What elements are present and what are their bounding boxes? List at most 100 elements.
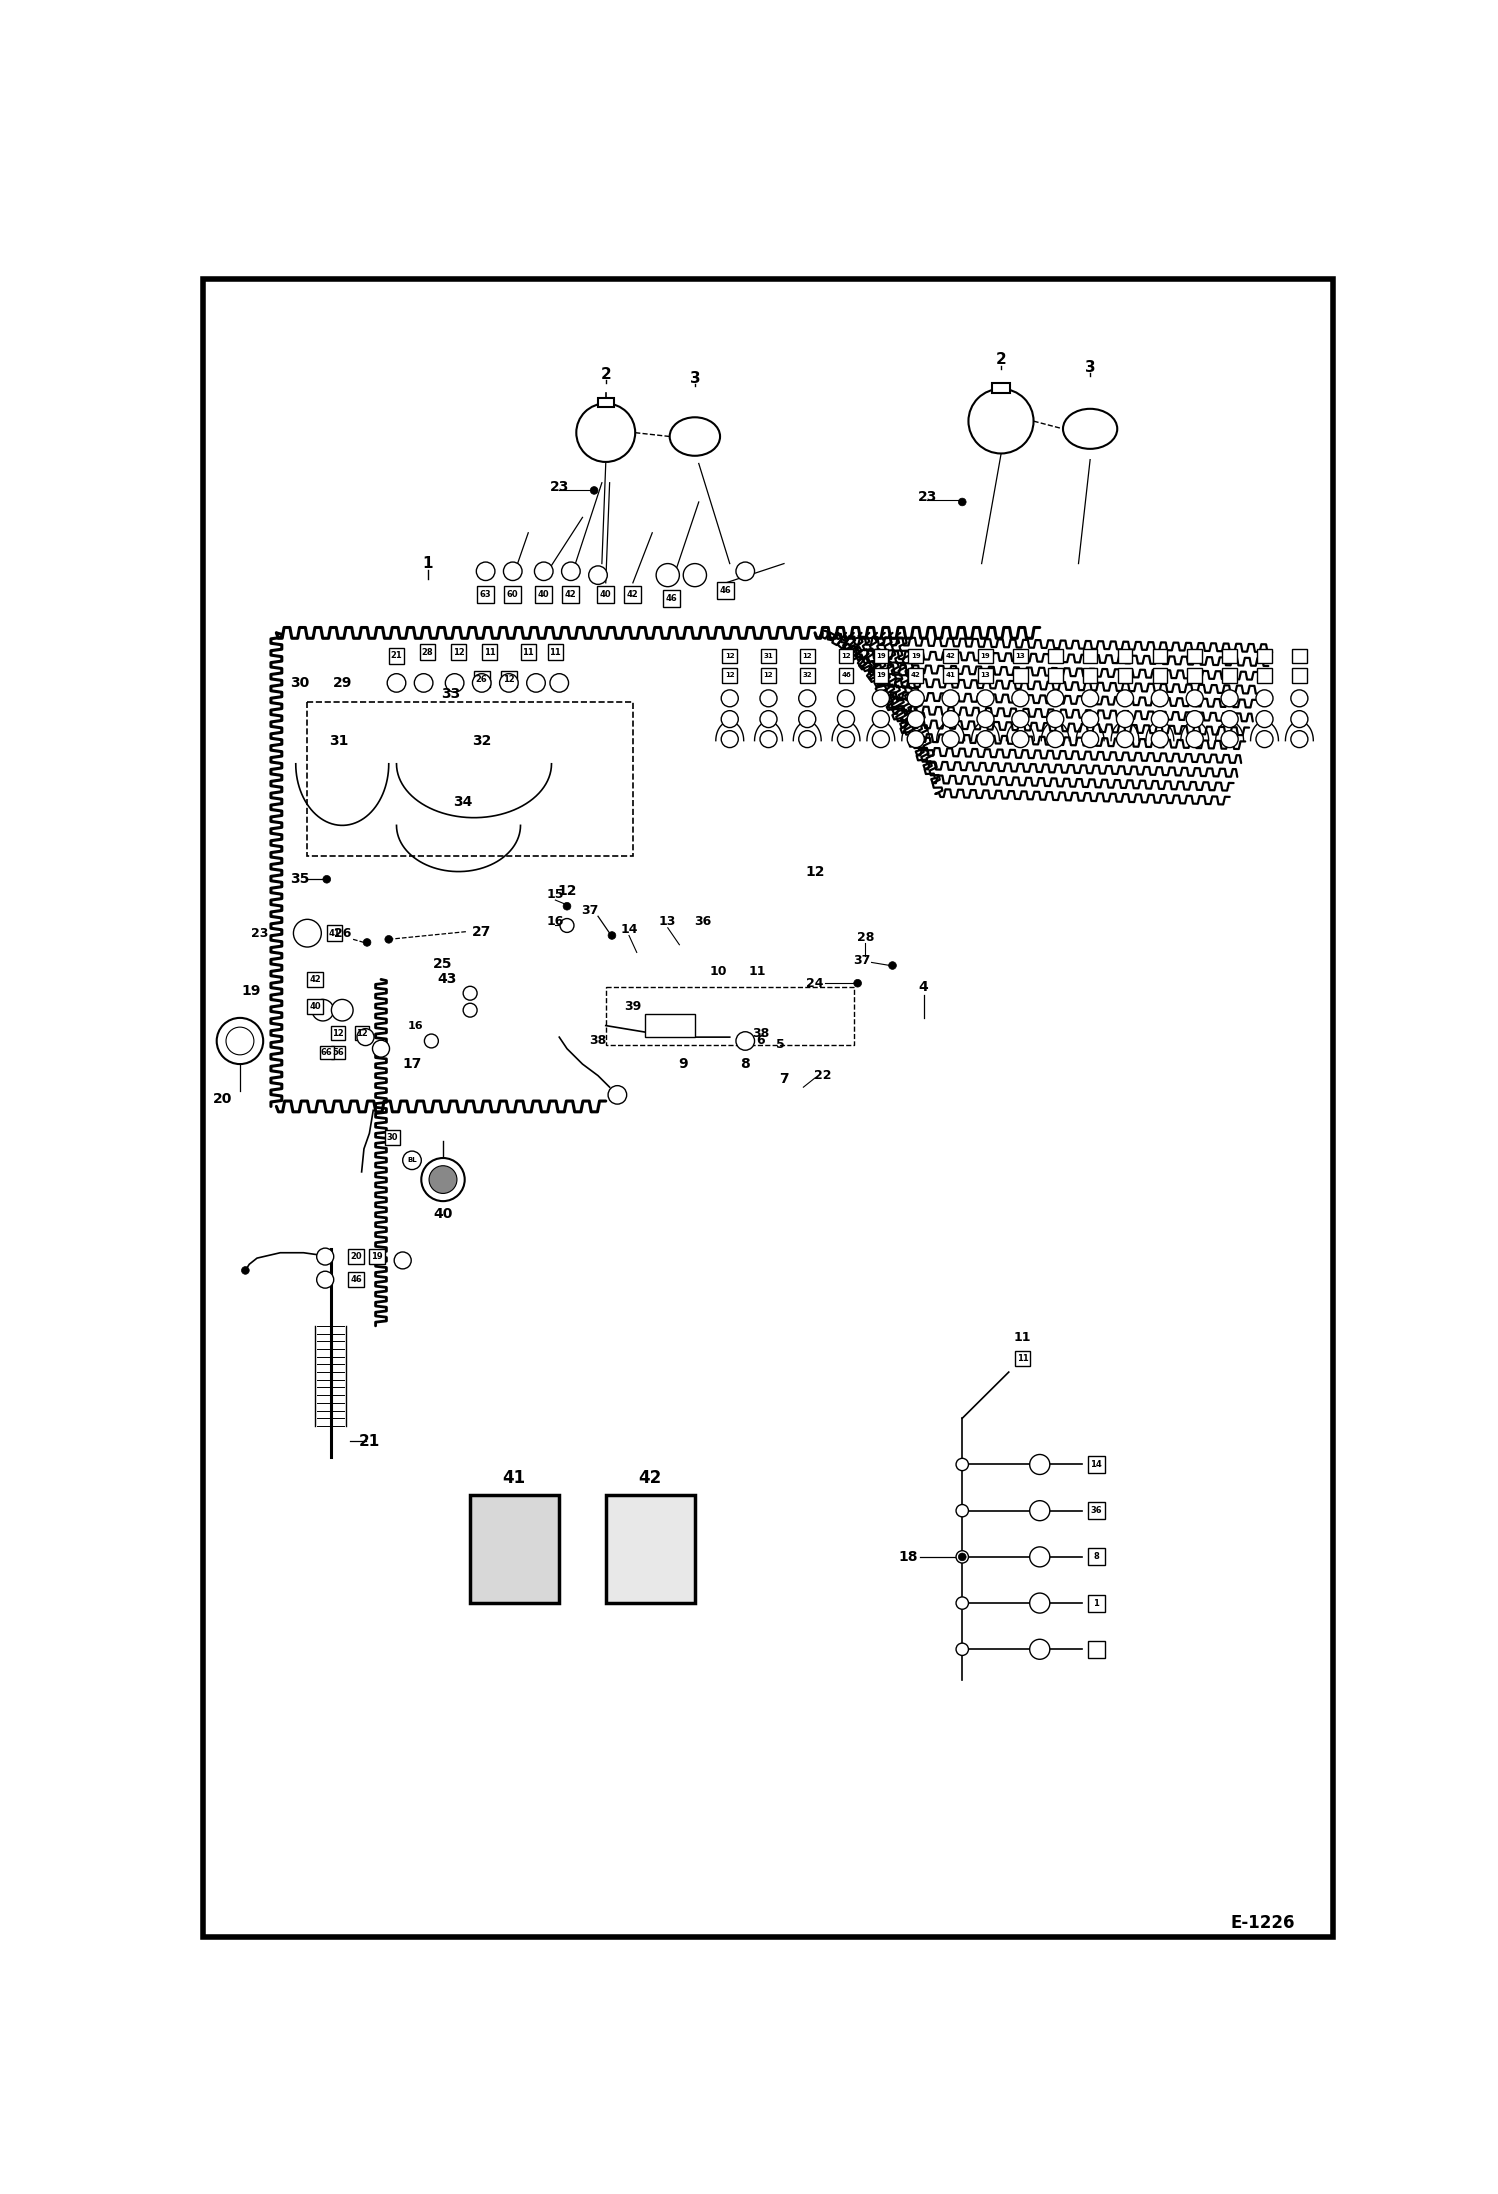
Text: 31: 31 (764, 654, 773, 658)
Bar (839, 667, 854, 682)
Text: 32: 32 (472, 733, 491, 748)
Bar (800, 649, 815, 663)
Bar (370, 1248, 385, 1264)
Bar (1188, 649, 1201, 663)
Text: 28: 28 (422, 647, 433, 656)
Circle shape (1221, 731, 1239, 748)
Text: 43: 43 (437, 972, 457, 987)
Text: 40: 40 (538, 590, 550, 599)
Bar (800, 667, 815, 682)
Text: 38: 38 (589, 1036, 607, 1047)
Bar (331, 1047, 346, 1060)
Text: 41: 41 (945, 671, 956, 678)
Text: 12: 12 (725, 654, 734, 658)
Circle shape (386, 674, 406, 691)
Circle shape (977, 731, 995, 748)
Text: 66: 66 (321, 1049, 333, 1058)
Text: 41: 41 (328, 928, 340, 937)
Bar (722, 667, 737, 682)
Text: 46: 46 (351, 1275, 363, 1283)
Text: 46: 46 (840, 671, 851, 678)
Circle shape (956, 1643, 968, 1656)
Circle shape (363, 939, 372, 946)
Text: 1: 1 (422, 555, 433, 570)
Text: 6: 6 (756, 1036, 765, 1047)
Circle shape (1152, 689, 1168, 706)
Text: 41: 41 (503, 1470, 526, 1488)
Bar (385, 1130, 400, 1145)
Text: 1: 1 (1094, 1599, 1100, 1608)
Circle shape (1011, 711, 1029, 728)
Circle shape (1011, 689, 1029, 706)
Circle shape (243, 1268, 247, 1273)
Circle shape (908, 711, 924, 728)
Bar (761, 667, 776, 682)
Text: 12: 12 (355, 1029, 367, 1038)
Text: 3: 3 (689, 371, 700, 386)
Text: 12: 12 (764, 671, 773, 678)
Circle shape (1082, 689, 1098, 706)
Text: 13: 13 (981, 671, 990, 678)
Bar (873, 667, 888, 682)
Text: 27: 27 (472, 924, 491, 939)
Bar (307, 972, 324, 987)
Bar (839, 649, 854, 663)
Circle shape (1221, 689, 1239, 706)
Circle shape (608, 932, 616, 939)
Bar (1188, 667, 1201, 682)
Text: 15: 15 (547, 889, 565, 902)
Circle shape (421, 1158, 464, 1200)
Circle shape (1082, 711, 1098, 728)
Bar (1291, 667, 1306, 682)
Bar (548, 645, 563, 660)
Text: 42: 42 (628, 590, 638, 599)
Bar (722, 649, 737, 663)
Text: 42: 42 (565, 590, 577, 599)
Bar (908, 649, 923, 663)
Text: 31: 31 (328, 733, 348, 748)
Circle shape (956, 1597, 968, 1608)
Bar (451, 645, 466, 660)
Circle shape (759, 731, 777, 748)
Text: 42: 42 (945, 654, 956, 658)
Bar (644, 1014, 695, 1038)
Circle shape (1029, 1639, 1050, 1659)
Text: 13: 13 (659, 915, 677, 928)
Bar (473, 671, 490, 687)
Text: 5: 5 (776, 1038, 785, 1051)
Circle shape (1152, 711, 1168, 728)
Bar (535, 586, 553, 603)
Bar (419, 645, 436, 660)
Ellipse shape (670, 417, 721, 456)
Circle shape (608, 1086, 626, 1104)
Circle shape (721, 711, 739, 728)
Bar (1257, 667, 1272, 682)
Text: 11: 11 (484, 647, 496, 656)
Text: 12: 12 (333, 1029, 345, 1038)
Circle shape (759, 711, 777, 728)
Bar (978, 649, 993, 663)
Text: 11: 11 (1014, 1332, 1032, 1345)
Circle shape (577, 404, 635, 463)
Text: 11: 11 (1017, 1354, 1029, 1362)
Text: 19: 19 (876, 654, 885, 658)
Circle shape (316, 1248, 334, 1266)
Circle shape (1186, 711, 1203, 728)
Text: 20: 20 (213, 1093, 232, 1106)
Circle shape (1116, 689, 1134, 706)
Circle shape (1221, 711, 1239, 728)
Bar (1049, 667, 1062, 682)
Text: 30: 30 (386, 1132, 398, 1141)
Bar (476, 586, 494, 603)
Text: 42: 42 (309, 974, 321, 983)
Circle shape (1186, 689, 1203, 706)
Text: 8: 8 (740, 1058, 750, 1071)
Circle shape (1291, 689, 1308, 706)
Circle shape (1186, 731, 1203, 748)
Circle shape (736, 562, 755, 581)
Circle shape (226, 1027, 253, 1055)
Text: 12: 12 (803, 654, 812, 658)
Text: 42: 42 (638, 1470, 662, 1488)
Circle shape (472, 674, 491, 691)
Circle shape (331, 1000, 354, 1020)
